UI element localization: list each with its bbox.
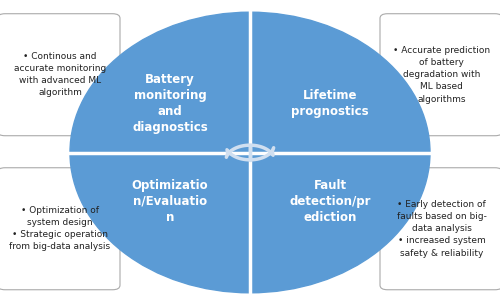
FancyBboxPatch shape <box>380 14 500 136</box>
Text: Lifetime
prognostics: Lifetime prognostics <box>291 89 369 118</box>
Text: • Early detection of
faults based on big-
data analysis
• increased system
safet: • Early detection of faults based on big… <box>396 200 486 257</box>
Text: • Accurate prediction
of battery
degradation with
ML based
algorithms: • Accurate prediction of battery degrada… <box>393 46 490 103</box>
Text: Battery
monitoring
and
diagnostics: Battery monitoring and diagnostics <box>132 73 208 134</box>
FancyBboxPatch shape <box>0 168 120 290</box>
FancyBboxPatch shape <box>0 14 120 136</box>
Ellipse shape <box>70 12 430 293</box>
FancyBboxPatch shape <box>380 168 500 290</box>
Text: • Optimization of
system design
• Strategic operation
from big-data analysis: • Optimization of system design • Strate… <box>10 206 110 252</box>
Text: Fault
detection/pr
ediction: Fault detection/pr ediction <box>289 179 371 224</box>
Text: • Continous and
accurate monitoring
with advanced ML
algorithm: • Continous and accurate monitoring with… <box>14 52 106 98</box>
Text: Optimizatio
n/Evaluatio
n: Optimizatio n/Evaluatio n <box>132 179 208 224</box>
